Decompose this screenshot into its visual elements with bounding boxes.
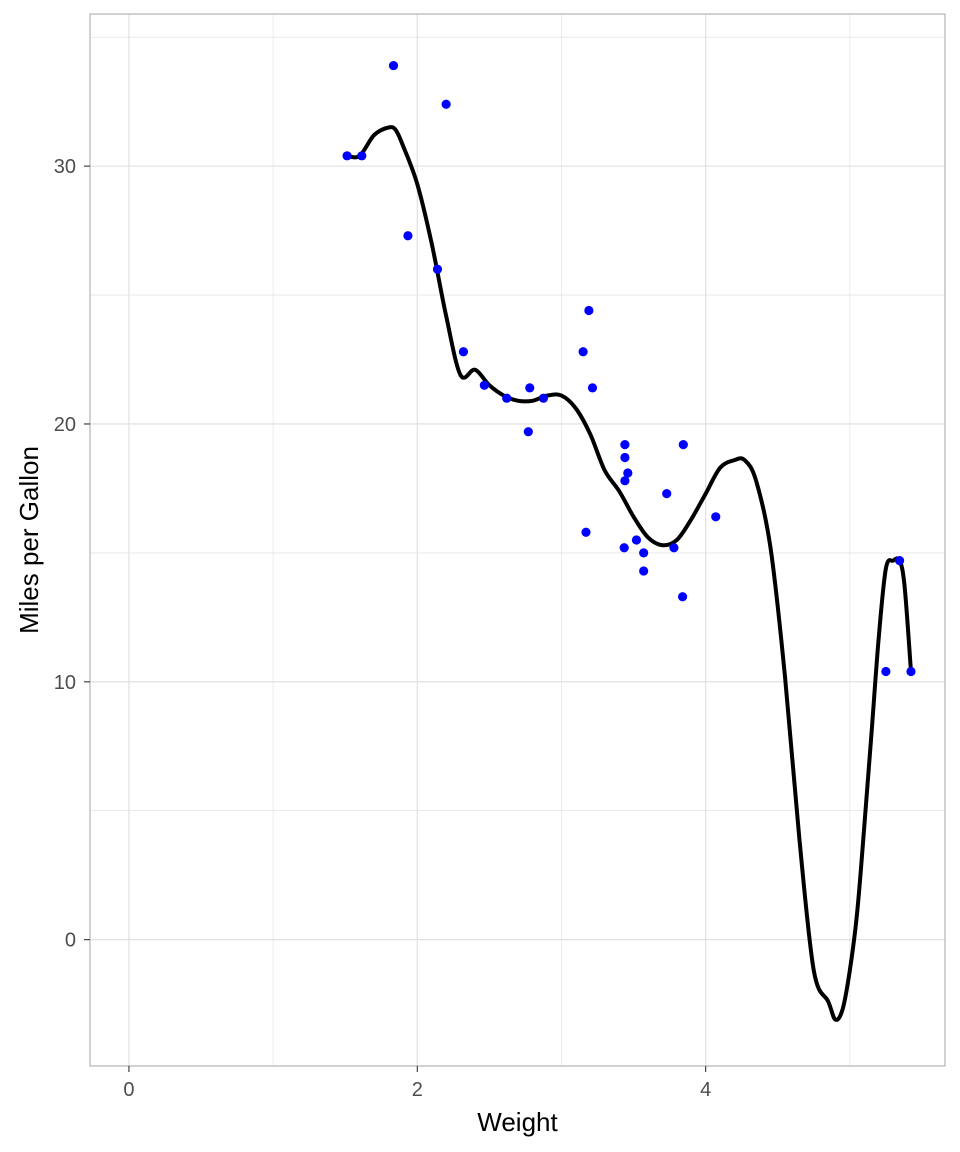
data-point [403,231,413,241]
data-point [881,666,891,677]
y-tick-label: 30 [54,156,76,178]
y-tick-label: 20 [54,414,76,436]
y-axis-ticks: 0 10 20 30 [54,156,90,952]
panel-border [89,13,946,1067]
minor-gridlines [90,14,945,1066]
data-point [479,380,489,390]
data-point [631,535,642,545]
data-point [639,566,649,576]
data-point [619,543,629,553]
data-point [678,439,688,450]
data-point [432,264,443,274]
y-tick-label: 0 [65,930,76,952]
data-point [894,556,905,566]
data-point [523,427,533,437]
data-point [623,468,633,478]
data-point [342,151,352,161]
data-point [587,383,598,393]
y-axis-title: Miles per Gallon [14,446,44,634]
data-point [662,488,672,499]
y-tick-label: 10 [54,672,76,694]
points-series [342,60,916,677]
data-point [620,439,630,450]
data-point [357,151,367,161]
data-point [711,512,721,522]
data-point [620,476,630,486]
x-tick-label: 4 [700,1079,711,1101]
data-point [525,383,535,393]
data-point [639,548,649,558]
data-point [620,452,630,463]
data-point [441,99,451,109]
smooth-line [345,125,913,1022]
smooth-line-series [345,125,913,1022]
x-tick-label: 0 [123,1079,134,1101]
data-point [538,393,549,403]
data-point [578,347,588,357]
data-point [458,347,469,357]
x-tick-label: 2 [412,1079,423,1101]
data-point [584,305,594,316]
x-axis-ticks: 0 2 4 [123,1066,711,1101]
data-point [906,666,916,677]
data-point [581,527,591,537]
x-axis-title: Weight [477,1107,558,1137]
data-point [669,543,679,553]
data-point [502,393,512,403]
data-point [677,592,688,602]
data-point [388,60,399,71]
